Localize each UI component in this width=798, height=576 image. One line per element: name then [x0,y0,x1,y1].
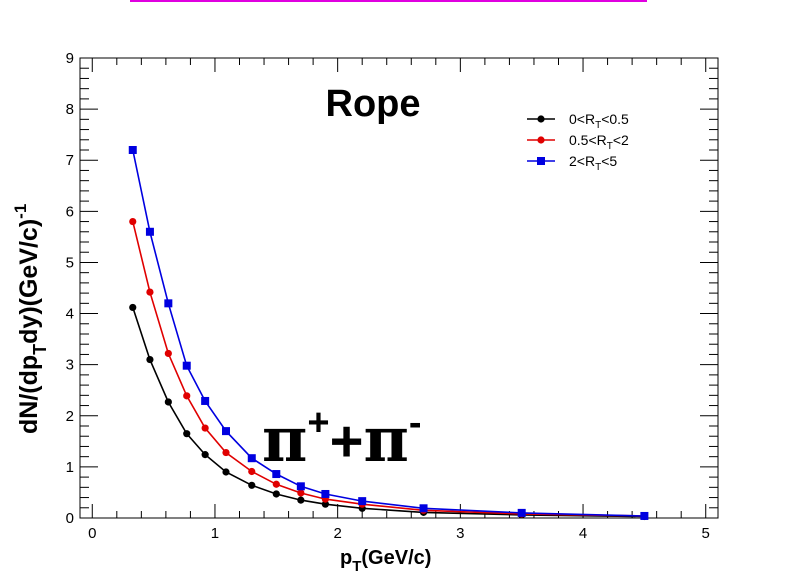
pi-minus-charge: - [409,402,422,444]
data-point [146,355,154,364]
y-axis-label-part1: dN/(dp [15,355,43,434]
data-point [297,489,305,497]
legend-entry: 0.5<RT<2 [527,132,629,152]
legend-marker [537,136,545,144]
plus-sign: + [330,409,364,474]
data-point [201,451,209,459]
data-point [222,427,231,436]
data-point [164,349,172,358]
data-point [164,299,173,308]
data-point [222,468,230,476]
data-point [201,396,210,405]
data-point [183,392,191,400]
data-point [272,470,281,479]
data-point [321,489,330,498]
data-point [297,496,305,504]
series-layer [128,146,649,521]
legend-entry: 2<RT<5 [527,153,617,173]
data-point [145,227,154,236]
data-point [296,482,305,491]
series-line [132,221,645,517]
y-tick-label: 9 [66,50,74,67]
legend-entry: 0<RT<0.5 [527,111,629,131]
y-tick-label: 1 [66,459,74,476]
legend-marker [537,115,545,123]
legend-label: 0.5<RT<2 [569,132,629,152]
pi-plus-symbol: π [262,403,307,476]
axis-tick-labels: 0 1 2 3 4 5 0 1 2 3 4 5 6 7 8 9 [66,50,710,542]
legend-marker [537,157,545,165]
pi-plus-charge: + [307,402,329,444]
data-point [222,448,230,457]
x-axis-label: pT(GeV/c) [340,547,431,575]
x-tick-label: 5 [702,525,710,542]
y-tick-label: 0 [66,510,74,527]
series-line [132,149,645,517]
x-tick-label: 0 [88,525,96,542]
pi-minus-symbol: π [363,403,408,476]
data-point [129,217,137,226]
y-tick-label: 6 [66,203,74,220]
axis-ticks [80,57,718,519]
series-line [132,307,645,518]
x-axis-label-main: p [340,547,352,569]
data-point [129,303,137,312]
data-point [272,480,280,488]
x-tick-label: 1 [211,525,219,542]
x-axis-label-sub: T [352,558,361,575]
y-axis-label-part2: dy)(GeV/c) [15,219,43,344]
legend-label: 0<RT<0.5 [569,111,629,131]
y-tick-label: 7 [66,152,74,169]
y-tick-label: 3 [66,357,74,374]
chart-title: Rope [326,83,421,125]
data-point [164,398,172,406]
y-tick-label: 8 [66,101,74,118]
data-point [128,146,137,154]
y-tick-label: 4 [66,306,74,323]
data-point [146,288,154,296]
legend-label: 2<RT<5 [569,153,617,173]
plot-frame [79,57,719,519]
x-tick-label: 4 [579,525,587,542]
particle-annotation: π++π- [262,402,422,476]
data-point [248,467,256,476]
series-2 [128,146,649,520]
data-point [517,508,526,517]
data-point [248,481,256,489]
data-point [321,500,329,508]
legend: 0<RT<0.50.5<RT<22<RT<5 [527,111,629,173]
data-point [272,490,280,498]
y-tick-label: 2 [66,408,74,425]
data-point [640,511,649,520]
x-axis-label-rest: (GeV/c) [361,547,431,569]
x-tick-label: 3 [456,525,464,542]
y-axis-label-sup: -1 [11,204,30,219]
data-point [182,361,191,370]
x-tick-label: 2 [333,525,341,542]
y-axis-label-sub: T [30,344,50,355]
y-tick-label: 5 [66,254,74,271]
data-point [201,424,209,432]
y-axis-label: dN/(dpTdy)(GeV/c)-1 [11,204,50,434]
data-point [183,430,191,438]
data-point [247,454,256,463]
data-point [419,504,428,513]
data-point [358,497,367,506]
